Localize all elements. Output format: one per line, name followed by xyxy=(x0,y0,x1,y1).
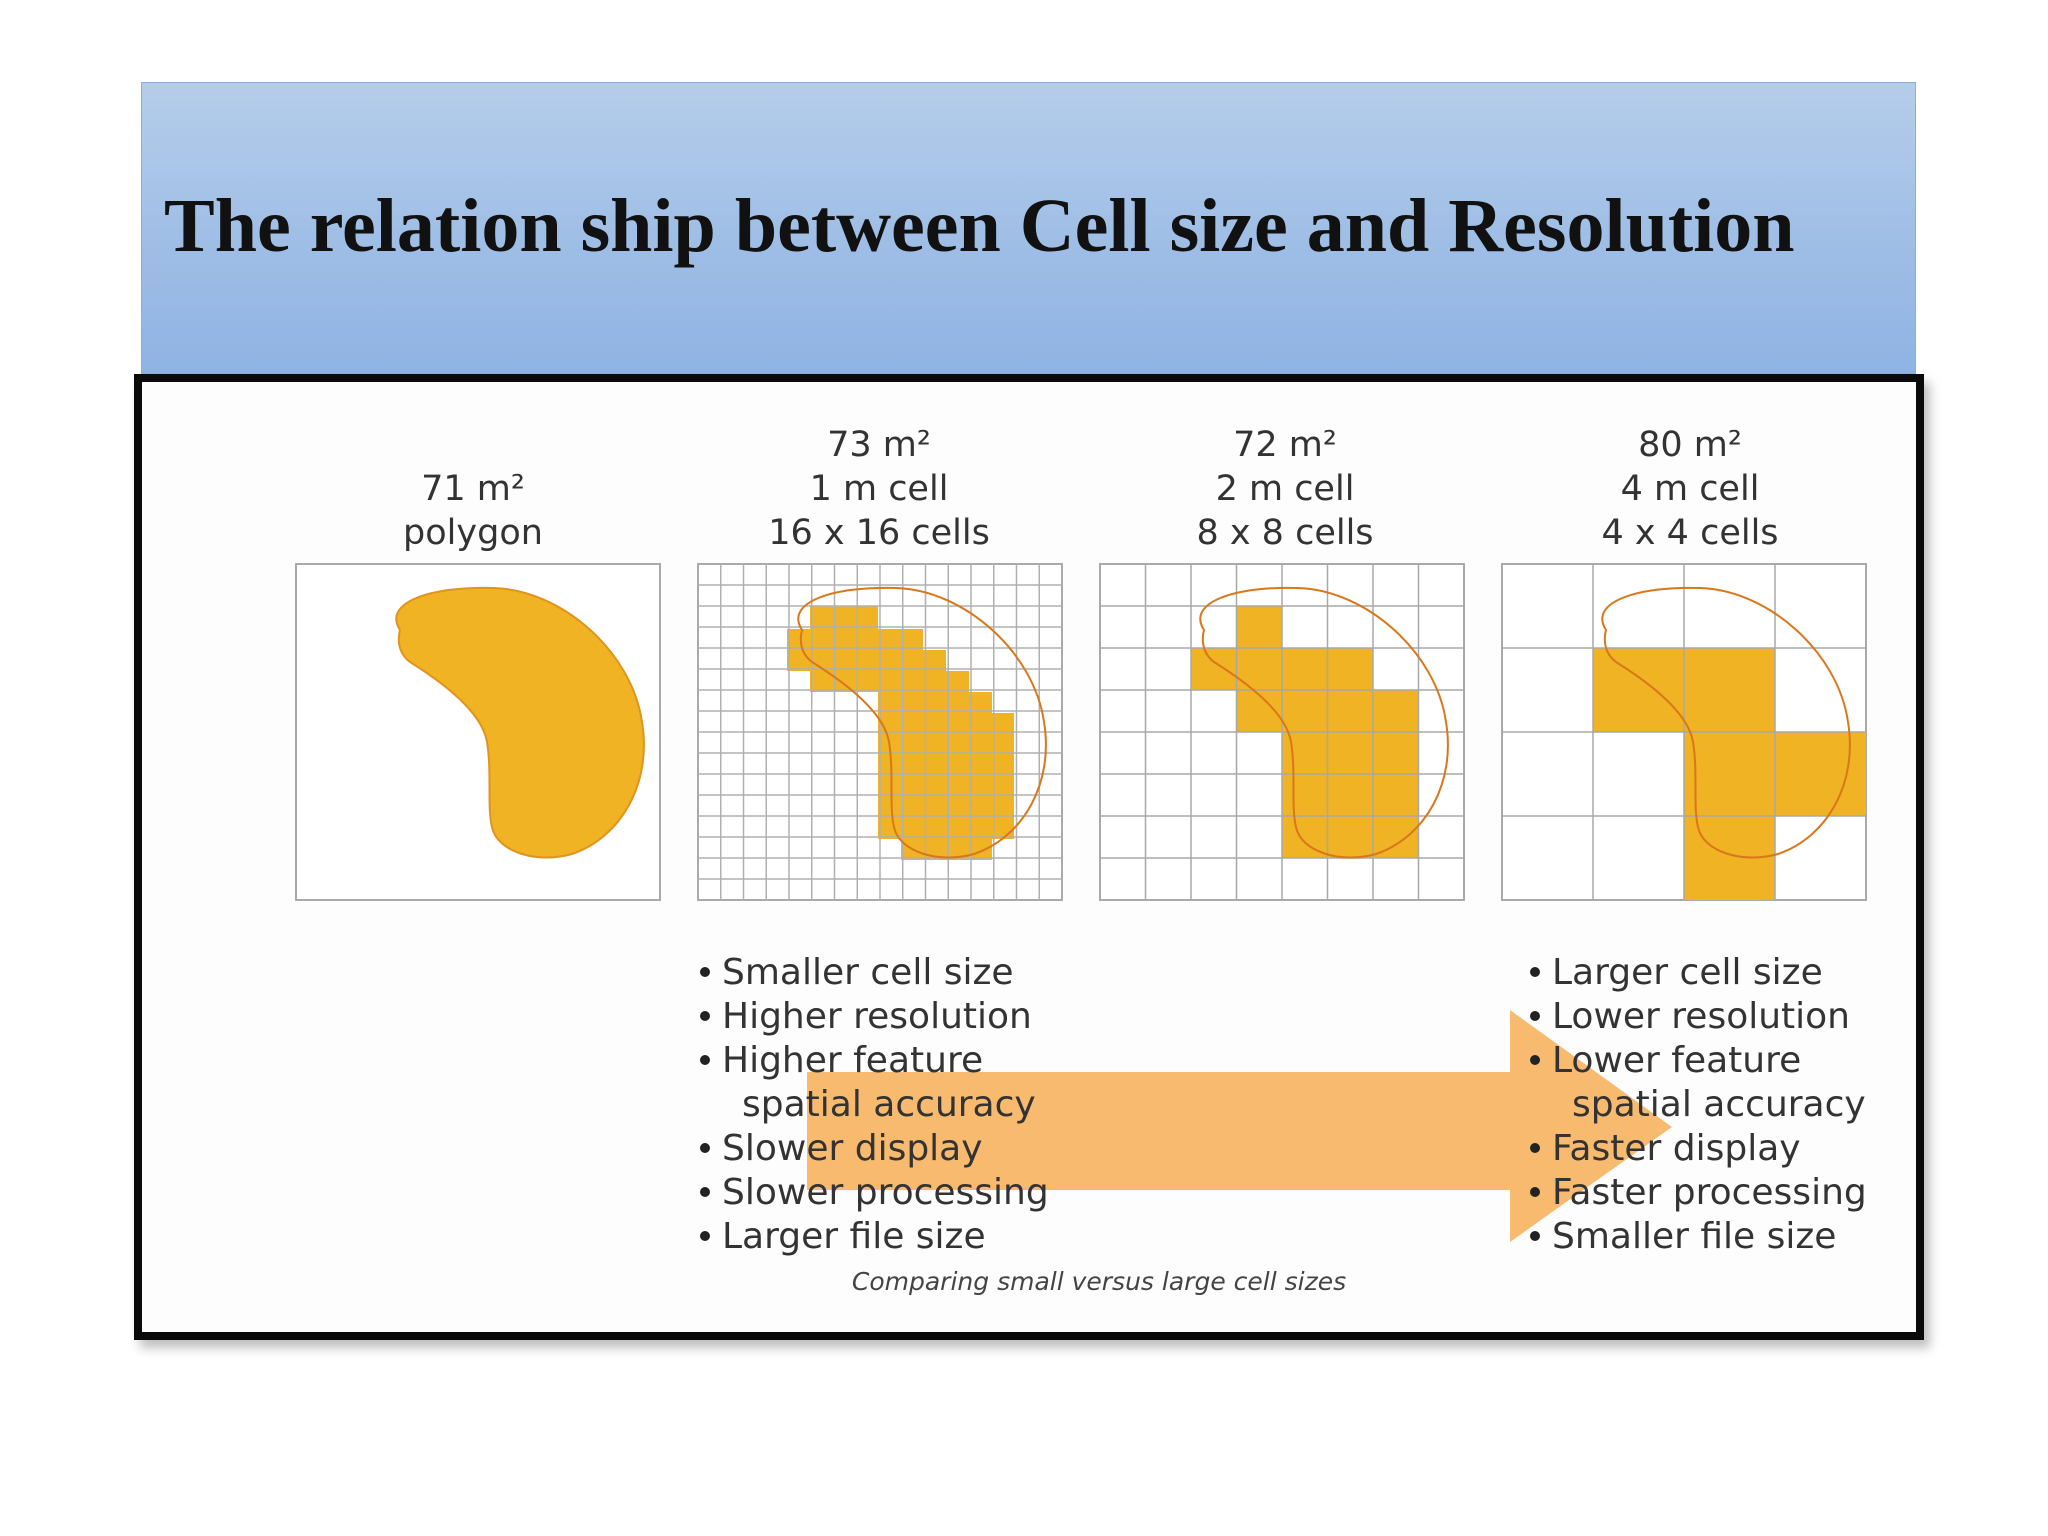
polygon-outline xyxy=(797,586,1047,859)
panel-label-line: 1 m cell xyxy=(810,469,949,509)
panel-raster-16 xyxy=(697,563,1063,901)
bullet-dot xyxy=(700,1231,710,1241)
bullet-dot xyxy=(1530,1231,1540,1241)
panel-polygon xyxy=(295,563,661,901)
panel-label-line: 72 m² xyxy=(1233,425,1337,465)
bullet-dot xyxy=(700,967,710,977)
grid-lines xyxy=(1100,564,1464,900)
direction-arrow xyxy=(807,1010,1672,1242)
panel-raster-4 xyxy=(1501,563,1867,901)
panel-label-4m: 80 m² 4 m cell 4 x 4 cells xyxy=(1601,425,1778,553)
polygon-outline xyxy=(1199,586,1449,859)
bullet-text: Larger cell size xyxy=(1552,952,1823,993)
panel-label-line: 71 m² xyxy=(421,469,525,509)
bullet-text: Slower display xyxy=(722,1128,983,1169)
bullet-dot xyxy=(1530,1187,1540,1197)
bullet-text: spatial accuracy xyxy=(742,1084,1036,1125)
panel-label-1m: 73 m² 1 m cell 16 x 16 cells xyxy=(768,425,990,553)
slide-title: The relation ship between Cell size and … xyxy=(164,184,1795,268)
bullet-text: Faster display xyxy=(1552,1128,1801,1169)
figure-caption: Comparing small versus large cell sizes xyxy=(852,1267,1346,1296)
bullet-text: Slower processing xyxy=(722,1172,1049,1213)
bullet-text: Larger file size xyxy=(722,1216,986,1257)
grid-lines xyxy=(1502,564,1866,900)
bullet-text: Smaller file size xyxy=(1552,1216,1836,1257)
polygon-outline xyxy=(1601,586,1851,859)
panel-label-line: 2 m cell xyxy=(1216,469,1355,509)
polygon-shape xyxy=(395,586,645,859)
bullet-text: Higher feature xyxy=(722,1040,983,1081)
panel-raster-8 xyxy=(1099,563,1465,901)
bullet-dot xyxy=(700,1143,710,1153)
bullet-dot xyxy=(1530,1055,1540,1065)
panel-label-line: 16 x 16 cells xyxy=(768,513,990,553)
bullet-text: Smaller cell size xyxy=(722,952,1014,993)
panel-label-line: 8 x 8 cells xyxy=(1196,513,1373,553)
bullet-dot xyxy=(700,1187,710,1197)
bullet-text: Faster processing xyxy=(1552,1172,1867,1213)
bullet-dot xyxy=(1530,967,1540,977)
bullet-dot xyxy=(700,1055,710,1065)
bullet-text: Lower feature xyxy=(1552,1040,1801,1081)
cell-size-diagram: 71 m² polygon 73 m² 1 m cell 16 x 16 cel… xyxy=(295,425,1867,1296)
panel-label-line: 4 m cell xyxy=(1621,469,1760,509)
panel-label-line: 80 m² xyxy=(1638,425,1742,465)
bullet-text: Higher resolution xyxy=(722,996,1032,1037)
right-bullet-list: Larger cell size Lower resolution Lower … xyxy=(1530,952,1867,1257)
panel-label-line: polygon xyxy=(403,513,543,553)
panel-label-2m: 72 m² 2 m cell 8 x 8 cells xyxy=(1196,425,1373,553)
panel-label-polygon: 71 m² polygon xyxy=(403,469,543,553)
bullet-dot xyxy=(1530,1143,1540,1153)
left-bullet-list: Smaller cell size Higher resolution High… xyxy=(700,952,1049,1257)
panel-label-line: 4 x 4 cells xyxy=(1601,513,1778,553)
bullet-dot xyxy=(1530,1011,1540,1021)
bullet-text: spatial accuracy xyxy=(1572,1084,1866,1125)
figure-frame: 71 m² polygon 73 m² 1 m cell 16 x 16 cel… xyxy=(134,374,1924,1340)
title-banner: The relation ship between Cell size and … xyxy=(141,82,1916,374)
panel-label-line: 73 m² xyxy=(827,425,931,465)
bullet-dot xyxy=(700,1011,710,1021)
raster-cells xyxy=(1593,648,1866,900)
bullet-text: Lower resolution xyxy=(1552,996,1850,1037)
